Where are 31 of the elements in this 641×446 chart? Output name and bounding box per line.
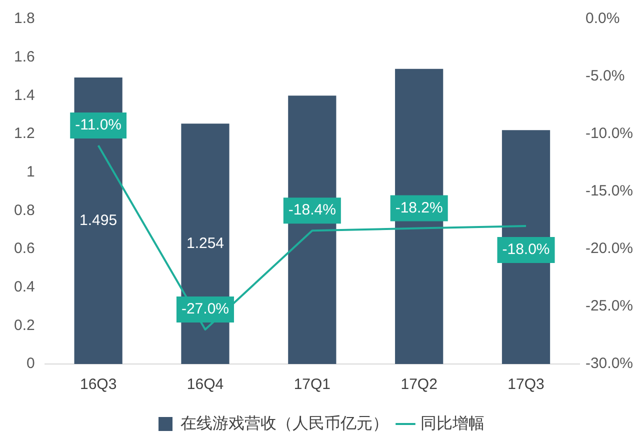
y-tick-label: 1.2	[14, 125, 35, 142]
data-label: -11.0%	[75, 116, 122, 134]
y-tick-label: 1.4	[14, 86, 35, 104]
x-tick-label: 16Q4	[186, 376, 224, 394]
y2-tick-label: -20.0%	[585, 240, 634, 258]
x-tick-label: 16Q3	[80, 376, 117, 394]
y-tick-label: 1	[26, 163, 35, 180]
data-label: 1.254	[186, 234, 224, 252]
x-tick-label: 17Q3	[508, 376, 544, 394]
data-label: -18.2%	[395, 199, 443, 216]
data-label: -18.4%	[288, 202, 336, 219]
y-tick-label: 0	[26, 355, 35, 372]
y2-tick-label: -15.0%	[585, 182, 634, 200]
legend-label: 同比增幅	[420, 414, 484, 432]
data-label: -27.0%	[181, 300, 230, 318]
data-label: 1.495	[80, 212, 118, 229]
x-tick-label: 17Q2	[400, 376, 438, 394]
y2-tick-label: -5.0%	[585, 68, 625, 85]
y2-tick-label: -25.0%	[585, 298, 634, 315]
y2-tick-label: -30.0%	[585, 355, 634, 372]
y-tick-label: 0.6	[14, 240, 35, 258]
y2-tick-label: 0.0%	[585, 10, 620, 28]
y-tick-label: 1.6	[14, 48, 35, 66]
x-tick-label: 17Q1	[294, 376, 331, 394]
data-label: -18.0%	[502, 241, 550, 258]
y-tick-label: 0.4	[14, 278, 35, 296]
y-tick-label: 0.2	[14, 316, 35, 334]
legend-label: 在线游戏营收（人民币亿元）	[180, 414, 388, 432]
y2-tick-label: -10.0%	[585, 125, 634, 142]
y-tick-label: 0.8	[14, 202, 35, 219]
y-tick-label: 1.8	[14, 10, 35, 28]
